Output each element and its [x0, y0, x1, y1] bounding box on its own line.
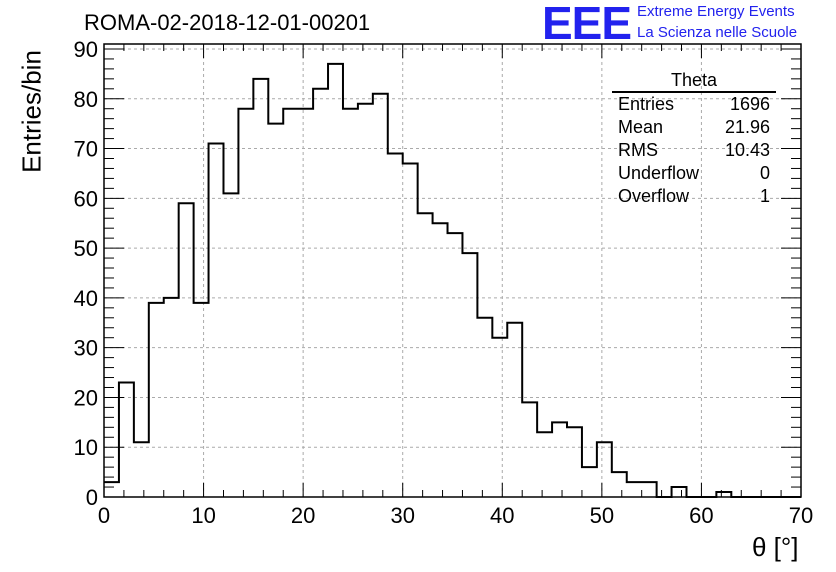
x-tick-label: 60 [689, 503, 713, 528]
y-tick-label: 10 [74, 435, 98, 460]
y-tick-label: 80 [74, 87, 98, 112]
histogram-bin [418, 213, 433, 497]
histogram-bin [179, 203, 194, 497]
histogram-bin [373, 94, 388, 497]
histogram-bin [612, 472, 627, 497]
x-tick-label: 50 [590, 503, 614, 528]
stats-label: Entries [618, 94, 675, 114]
stats-row: Overflow 1 [612, 185, 776, 208]
plot-frame [103, 43, 802, 498]
histogram-bin [597, 442, 612, 497]
chart-title: ROMA-02-2018-12-01-00201 [84, 10, 371, 35]
x-tick-label: 70 [789, 503, 813, 528]
stats-row: RMS 10.43 [612, 139, 776, 162]
y-axis-label: Entries/bin [16, 50, 47, 173]
histogram-bin [194, 303, 209, 497]
histogram-bin [552, 422, 567, 497]
histogram-bin [238, 109, 253, 497]
histogram-bin [448, 233, 463, 497]
histogram-bin [627, 482, 642, 497]
x-tick-label: 40 [490, 503, 514, 528]
stats-value: 10.43 [724, 140, 770, 160]
histogram-bin [223, 193, 238, 497]
histogram-bin [253, 79, 268, 497]
histogram-bin [537, 432, 552, 497]
histogram-bin [134, 442, 149, 497]
histogram-bin [388, 154, 403, 497]
stats-label: Mean [618, 117, 664, 137]
histogram-bin [298, 109, 313, 497]
histogram-bin [119, 383, 134, 497]
histogram-bin [268, 124, 283, 497]
histogram-bin [104, 482, 119, 497]
histogram-bin [328, 64, 343, 497]
histogram-bin [522, 402, 537, 497]
y-tick-label: 40 [74, 286, 98, 311]
x-tick-label: 10 [191, 503, 215, 528]
stats-title: Theta [612, 70, 776, 93]
stats-value: 1696 [729, 94, 770, 114]
histogram-bin [642, 482, 657, 497]
x-tick-label: 30 [390, 503, 414, 528]
stats-box: Theta Entries 1696 Mean 21.96 RMS 10.43 … [612, 70, 776, 208]
stats-value: 1 [759, 186, 770, 206]
x-tick-label: 0 [98, 503, 110, 528]
stats-value: 21.96 [724, 117, 770, 137]
x-tick-labels: 0 10 20 30 40 50 60 70 [98, 503, 813, 528]
axis-ticks [103, 44, 802, 498]
x-axis-label: θ [°] [752, 532, 799, 562]
stats-row: Underflow 0 [612, 162, 776, 185]
histogram-bin [283, 109, 298, 497]
x-tick-label: 20 [291, 503, 315, 528]
histogram-bin [492, 338, 507, 497]
histogram-bin [343, 109, 358, 497]
histogram-bin [582, 467, 597, 497]
y-tick-label: 30 [74, 336, 98, 361]
histogram-bin [149, 303, 164, 497]
stats-row: Mean 21.96 [612, 116, 776, 139]
stats-label: Underflow [618, 163, 700, 183]
histogram-bin [433, 223, 448, 497]
y-tick-labels: 0 10 20 30 40 50 60 70 80 90 [74, 37, 98, 510]
histogram-bin [358, 104, 373, 497]
y-tick-label: 50 [74, 236, 98, 261]
logo-line-1: Extreme Energy Events [637, 3, 795, 20]
grid-lines [104, 44, 801, 497]
eee-logo: EEE [542, 0, 632, 49]
stats-row: Entries 1696 [612, 93, 776, 116]
histogram-outline [104, 62, 801, 498]
logo-line-2: La Scienza nelle Scuole [637, 24, 798, 41]
stats-value: 0 [759, 163, 770, 183]
histogram-bin [507, 323, 522, 497]
stats-label: RMS [618, 140, 658, 160]
histogram-bin [477, 318, 492, 497]
stats-label: Overflow [618, 186, 690, 206]
histogram-bin [462, 253, 477, 497]
y-tick-label: 90 [74, 37, 98, 62]
y-tick-label: 60 [74, 186, 98, 211]
histogram-bin [672, 487, 687, 497]
histogram-bin [209, 144, 224, 497]
y-tick-label: 20 [74, 385, 98, 410]
y-tick-label: 0 [86, 485, 98, 510]
histogram-bin [567, 427, 582, 497]
y-tick-label: 70 [74, 137, 98, 162]
histogram-bin [313, 89, 328, 497]
